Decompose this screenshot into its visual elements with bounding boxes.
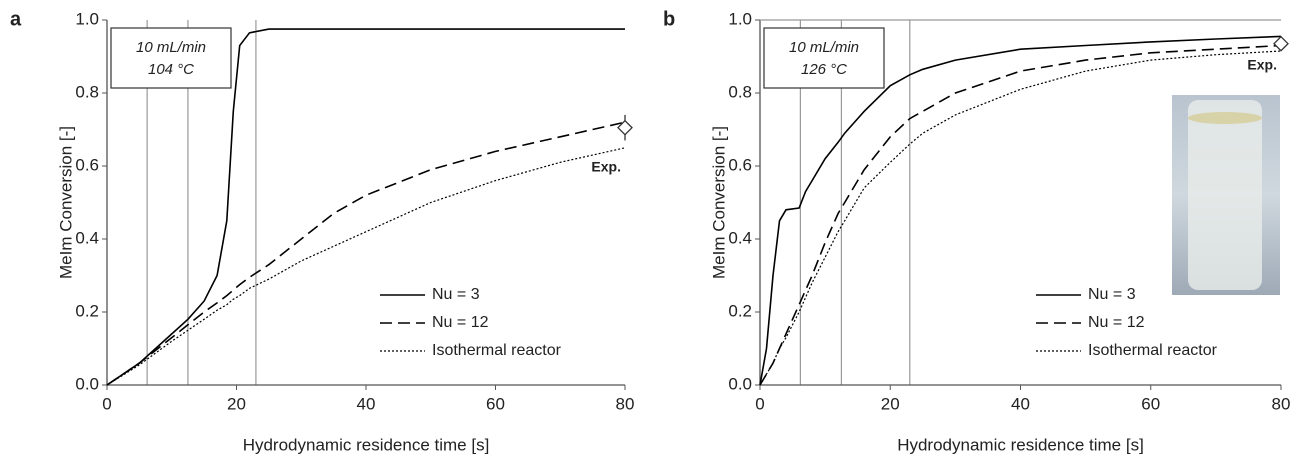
y-tick-label: 0.8: [728, 82, 752, 101]
annotation-box: [110, 27, 232, 89]
x-tick-label: 60: [486, 394, 505, 413]
panel-label: a: [10, 8, 22, 30]
legend-label: Nu = 12: [1088, 314, 1145, 331]
legend-label: Isothermal reactor: [1088, 342, 1218, 359]
panel-label: b: [663, 8, 675, 30]
y-tick-label: 0.2: [728, 301, 752, 320]
x-axis-label: Hydrodynamic residence time [s]: [243, 435, 490, 454]
y-tick-label: 0.6: [75, 155, 99, 174]
annotation: 10 mL/min: [789, 39, 859, 56]
series-line: [106, 28, 625, 386]
y-tick-label: 0.4: [728, 228, 752, 247]
annotation: 104 °C: [148, 61, 194, 78]
x-tick-label: 60: [1141, 394, 1160, 413]
y-axis-label: MeIm Conversion [-]: [709, 126, 728, 279]
x-tick-label: 40: [1011, 394, 1030, 413]
legend-label: Isothermal reactor: [432, 342, 562, 359]
annotation: 10 mL/min: [136, 39, 206, 56]
series-line: [106, 121, 626, 386]
annotation-box: [763, 27, 885, 89]
y-tick-label: 0.2: [75, 301, 99, 320]
series-line: [759, 35, 1282, 386]
x-tick-label: 40: [357, 394, 376, 413]
series-line: [106, 147, 626, 386]
legend-label: Nu = 3: [1088, 286, 1136, 303]
y-tick-label: 0.6: [728, 155, 752, 174]
y-tick-label: 0.8: [75, 82, 99, 101]
x-tick-label: 0: [102, 394, 111, 413]
y-tick-label: 1.0: [728, 9, 752, 28]
experiment-marker: [1273, 35, 1289, 52]
x-tick-label: 80: [1272, 394, 1291, 413]
experiment-label: Exp.: [591, 158, 621, 174]
annotation: 126 °C: [801, 61, 847, 78]
experiment-marker: [617, 119, 633, 136]
series-line: [759, 50, 1282, 386]
legend-label: Nu = 12: [432, 314, 489, 331]
y-tick-label: 0.0: [728, 374, 752, 393]
x-axis-label: Hydrodynamic residence time [s]: [897, 435, 1144, 454]
y-tick-label: 0.0: [75, 374, 99, 393]
x-tick-label: 0: [755, 394, 764, 413]
experiment-label: Exp.: [1247, 56, 1277, 72]
y-tick-label: 1.0: [75, 9, 99, 28]
x-tick-label: 20: [227, 394, 246, 413]
y-axis-label: MeIm Conversion [-]: [56, 126, 75, 279]
x-tick-label: 20: [881, 394, 900, 413]
y-tick-label: 0.4: [75, 228, 99, 247]
inset-photo: [1172, 95, 1280, 295]
legend-label: Nu = 3: [432, 286, 480, 303]
x-tick-label: 80: [616, 394, 635, 413]
